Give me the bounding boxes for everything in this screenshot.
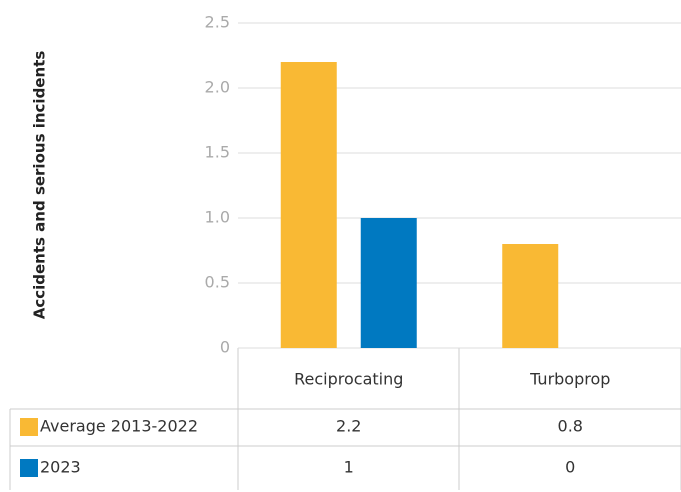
legend-label: 2023 bbox=[40, 458, 81, 477]
legend-swatch bbox=[20, 459, 38, 477]
table-value: 0.8 bbox=[558, 417, 583, 436]
table-value: 1 bbox=[344, 458, 354, 477]
y-tick-label: 2.0 bbox=[205, 78, 230, 97]
legend-label: Average 2013-2022 bbox=[40, 417, 198, 436]
y-tick-label: 1.0 bbox=[205, 208, 230, 227]
table-value: 0 bbox=[565, 458, 575, 477]
legend-swatch bbox=[20, 418, 38, 436]
y-tick-label: 2.5 bbox=[205, 13, 230, 32]
x-tick-label: Turboprop bbox=[529, 370, 610, 389]
y-tick-label: 0 bbox=[220, 338, 230, 357]
y-tick-label: 1.5 bbox=[205, 143, 230, 162]
x-tick-label: Reciprocating bbox=[294, 370, 403, 389]
bar bbox=[280, 62, 337, 348]
y-tick-label: 0.5 bbox=[205, 273, 230, 292]
bar bbox=[502, 244, 559, 348]
y-axis-label: Accidents and serious incidents bbox=[31, 51, 49, 320]
bar bbox=[360, 218, 417, 348]
table-value: 2.2 bbox=[336, 417, 361, 436]
